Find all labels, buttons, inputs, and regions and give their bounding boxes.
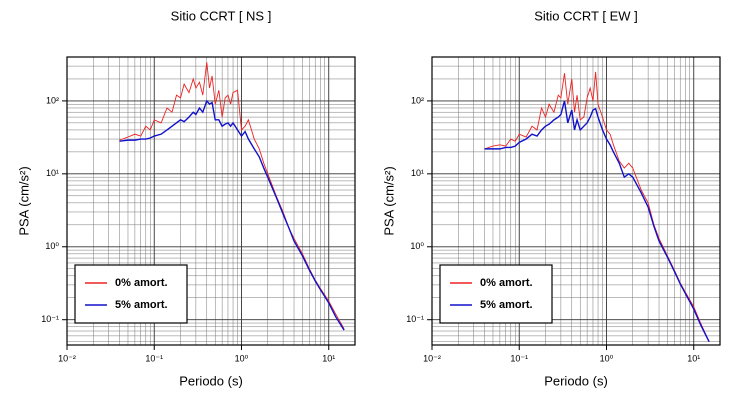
- y-axis-label: PSA (cm/s²): [381, 166, 396, 235]
- data-line: [484, 100, 710, 342]
- legend-label: 5% amort.: [480, 299, 533, 311]
- y-tick-label: 10⁰: [410, 241, 424, 251]
- y-tick-label: 10⁻¹: [41, 314, 59, 324]
- chart: 10⁻² 10⁻¹ 10⁰ 10¹ 10⁻¹ 10⁰ 10¹ 10² Sitio CCRT [ …: [16, 8, 356, 388]
- data-line: [119, 99, 345, 331]
- x-axis-label: Periodo (s): [179, 373, 243, 388]
- chart-title: Sitio CCRT [ NS ]: [171, 8, 272, 23]
- x-tick-label: 10⁻²: [58, 353, 76, 363]
- legend-label: 0% amort.: [115, 277, 168, 289]
- chart: 10⁻² 10⁻¹ 10⁰ 10¹ 10⁻¹ 10⁰ 10¹ 10² Sitio CCRT [ …: [381, 8, 721, 388]
- legend-label: 5% amort.: [115, 299, 168, 311]
- x-axis-label: Periodo (s): [544, 373, 608, 388]
- legend-box: [439, 264, 553, 324]
- x-tick-label: 10¹: [687, 353, 700, 363]
- legend-label: 0% amort.: [480, 277, 533, 289]
- chart-title: Sitio CCRT [ EW ]: [534, 8, 638, 23]
- x-tick-label: 10⁻¹: [145, 353, 163, 363]
- y-tick-label: 10²: [46, 95, 59, 105]
- y-tick-label: 10⁰: [45, 241, 59, 251]
- y-tick-label: 10⁻¹: [406, 314, 424, 324]
- y-tick-label: 10¹: [46, 168, 59, 178]
- legend-box: [74, 264, 188, 324]
- x-tick-label: 10⁻²: [423, 353, 441, 363]
- y-tick-label: 10¹: [411, 168, 424, 178]
- y-tick-label: 10²: [411, 95, 424, 105]
- plot-frame: [66, 56, 356, 346]
- plot-frame: [431, 56, 721, 346]
- x-tick-label: 10⁰: [235, 353, 249, 363]
- y-axis-label: PSA (cm/s²): [16, 166, 31, 235]
- x-tick-label: 10⁻¹: [510, 353, 528, 363]
- x-tick-label: 10⁰: [600, 353, 614, 363]
- x-tick-label: 10¹: [322, 353, 335, 363]
